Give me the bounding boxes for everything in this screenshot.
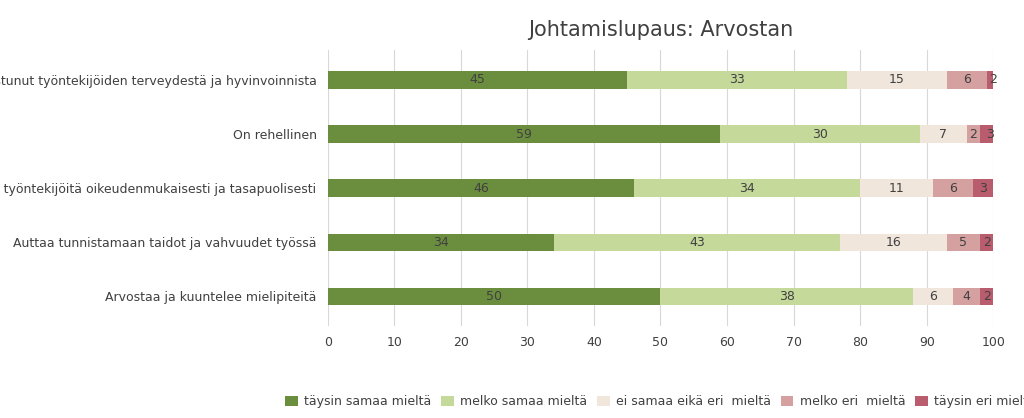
Bar: [627, 71, 847, 89]
Bar: [980, 288, 993, 305]
Legend: täysin samaa mieltä, melko samaa mieltä, ei samaa eikä eri  mieltä, melko eri  m: täysin samaa mieltä, melko samaa mieltä,…: [286, 395, 1024, 408]
Bar: [660, 288, 913, 305]
Text: 2: 2: [989, 74, 997, 87]
Bar: [920, 125, 967, 143]
Text: 3: 3: [986, 127, 994, 140]
Text: 16: 16: [886, 236, 901, 249]
Text: 46: 46: [473, 181, 488, 195]
Text: 3: 3: [979, 181, 987, 195]
Bar: [840, 234, 946, 251]
Bar: [554, 234, 840, 251]
Text: 45: 45: [469, 74, 485, 87]
Text: 15: 15: [889, 74, 905, 87]
Text: 33: 33: [729, 74, 744, 87]
Bar: [934, 179, 973, 197]
Text: 6: 6: [963, 74, 971, 87]
Text: 30: 30: [812, 127, 828, 140]
Bar: [328, 179, 634, 197]
Bar: [946, 234, 980, 251]
Title: Johtamislupaus: Arvostan: Johtamislupaus: Arvostan: [527, 20, 794, 40]
Bar: [973, 179, 993, 197]
Text: 4: 4: [963, 290, 971, 303]
Text: 7: 7: [939, 127, 947, 140]
Text: 2: 2: [983, 236, 990, 249]
Bar: [946, 71, 986, 89]
Bar: [328, 125, 721, 143]
Bar: [721, 125, 920, 143]
Text: 50: 50: [486, 290, 502, 303]
Bar: [847, 71, 946, 89]
Text: 2: 2: [970, 127, 977, 140]
Bar: [634, 179, 860, 197]
Bar: [980, 234, 993, 251]
Text: 11: 11: [889, 181, 904, 195]
Text: 5: 5: [959, 236, 968, 249]
Bar: [953, 288, 980, 305]
Text: 34: 34: [433, 236, 449, 249]
Bar: [328, 288, 660, 305]
Text: 38: 38: [779, 290, 795, 303]
Text: 43: 43: [689, 236, 705, 249]
Bar: [860, 179, 933, 197]
Bar: [967, 125, 980, 143]
Text: 2: 2: [983, 290, 990, 303]
Bar: [980, 125, 999, 143]
Text: 6: 6: [930, 290, 937, 303]
Text: 34: 34: [739, 181, 755, 195]
Text: 6: 6: [949, 181, 957, 195]
Text: 59: 59: [516, 127, 532, 140]
Bar: [328, 71, 627, 89]
Bar: [913, 288, 953, 305]
Bar: [328, 234, 554, 251]
Bar: [986, 71, 999, 89]
